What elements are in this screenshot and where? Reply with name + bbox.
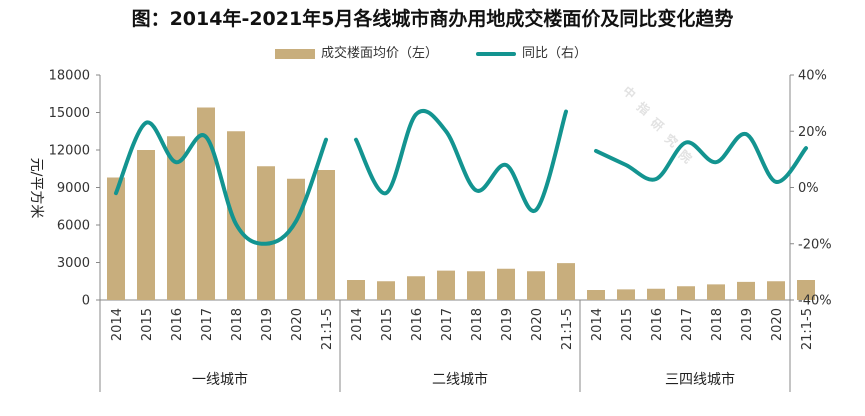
x-tick-label: 2018 bbox=[470, 308, 485, 341]
series-line bbox=[594, 132, 808, 184]
bar bbox=[287, 178, 305, 300]
series-line bbox=[114, 120, 328, 246]
bar bbox=[377, 281, 395, 300]
x-tick-label: 2019 bbox=[740, 308, 755, 341]
bars bbox=[107, 107, 815, 300]
x-tick-label: 2015 bbox=[380, 308, 395, 341]
bar bbox=[557, 263, 575, 300]
bar bbox=[197, 107, 215, 300]
x-tick-label: 2014 bbox=[110, 308, 125, 341]
tick-labels: 0 3000 6000 9000 12000 15000 18000 -40% -20% 0% 20… bbox=[28, 69, 832, 389]
bar bbox=[257, 166, 275, 300]
y-left-tick-label: 0 bbox=[82, 294, 90, 309]
bar bbox=[797, 280, 815, 300]
legend-line-swatch bbox=[476, 51, 516, 56]
chart-title: 图：2014年-2021年5月各线城市商办用地成交楼面价及同比变化趋势 bbox=[131, 8, 734, 30]
bar bbox=[167, 136, 185, 300]
bar bbox=[317, 170, 335, 300]
watermark-char: 指 bbox=[634, 99, 653, 118]
x-tick-label: 2018 bbox=[710, 308, 725, 341]
x-tick-label: 2020 bbox=[770, 308, 785, 341]
y-left-tick-label: 15000 bbox=[49, 106, 90, 121]
legend-line-item: 同比（右） bbox=[476, 42, 588, 61]
y-right-tick-label: -40% bbox=[798, 294, 832, 309]
x-tick-label: 2016 bbox=[410, 308, 425, 341]
x-tick-label: 2019 bbox=[500, 308, 515, 341]
x-tick-label: 2017 bbox=[440, 308, 455, 341]
x-tick-label: 2018 bbox=[230, 308, 245, 341]
bar bbox=[767, 281, 785, 300]
x-tick-label: 21:1-5 bbox=[800, 308, 815, 350]
x-tick-label: 2016 bbox=[170, 308, 185, 341]
bar bbox=[707, 284, 725, 300]
x-tick-label: 21:1-5 bbox=[320, 308, 335, 350]
y-axis-title: 元/平方米 bbox=[28, 158, 44, 219]
x-tick-label: 21:1-5 bbox=[560, 308, 575, 350]
x-tick-label: 2017 bbox=[680, 308, 695, 341]
group-label: 一线城市 bbox=[192, 371, 248, 388]
bar bbox=[437, 270, 455, 300]
bar bbox=[617, 289, 635, 300]
bar bbox=[587, 290, 605, 300]
legend-bar-swatch bbox=[275, 48, 315, 59]
x-tick-label: 2014 bbox=[350, 308, 365, 341]
y-left-tick-label: 12000 bbox=[49, 144, 90, 159]
bar bbox=[527, 271, 545, 300]
watermark-char: 研 bbox=[648, 116, 666, 134]
bar bbox=[467, 271, 485, 300]
y-left-tick-label: 6000 bbox=[57, 219, 90, 234]
legend-bar-item: 成交楼面均价（左） bbox=[275, 42, 439, 61]
x-tick-label: 2019 bbox=[260, 308, 275, 341]
bar bbox=[227, 131, 245, 300]
bar bbox=[737, 281, 755, 300]
bar bbox=[347, 280, 365, 300]
watermark-char: 中 bbox=[620, 83, 639, 102]
bar bbox=[407, 276, 425, 300]
bar bbox=[677, 286, 695, 300]
y-left-tick-label: 3000 bbox=[57, 256, 90, 271]
group-label: 三四线城市 bbox=[665, 371, 735, 388]
y-right-tick-label: 40% bbox=[798, 69, 827, 84]
y-right-tick-label: 0% bbox=[798, 181, 819, 196]
x-tick-label: 2016 bbox=[650, 308, 665, 341]
bar bbox=[497, 268, 515, 300]
legend-bar-label: 成交楼面均价（左） bbox=[321, 46, 439, 61]
y-right-tick-label: -20% bbox=[798, 237, 832, 252]
x-tick-label: 2014 bbox=[590, 308, 605, 341]
legend-line-label: 同比（右） bbox=[522, 46, 588, 61]
x-tick-label: 2015 bbox=[620, 308, 635, 341]
lines bbox=[114, 108, 808, 246]
series-line bbox=[354, 108, 568, 213]
y-left-tick-label: 9000 bbox=[57, 181, 90, 196]
bar bbox=[107, 177, 125, 300]
y-right-tick-label: 20% bbox=[798, 125, 827, 140]
bar bbox=[647, 288, 665, 300]
bar bbox=[137, 150, 155, 300]
x-tick-label: 2017 bbox=[200, 308, 215, 341]
y-left-tick-label: 18000 bbox=[49, 69, 90, 84]
x-tick-label: 2015 bbox=[140, 308, 155, 341]
x-tick-label: 2020 bbox=[530, 308, 545, 341]
group-label: 二线城市 bbox=[432, 371, 488, 388]
x-tick-label: 2020 bbox=[290, 308, 305, 341]
